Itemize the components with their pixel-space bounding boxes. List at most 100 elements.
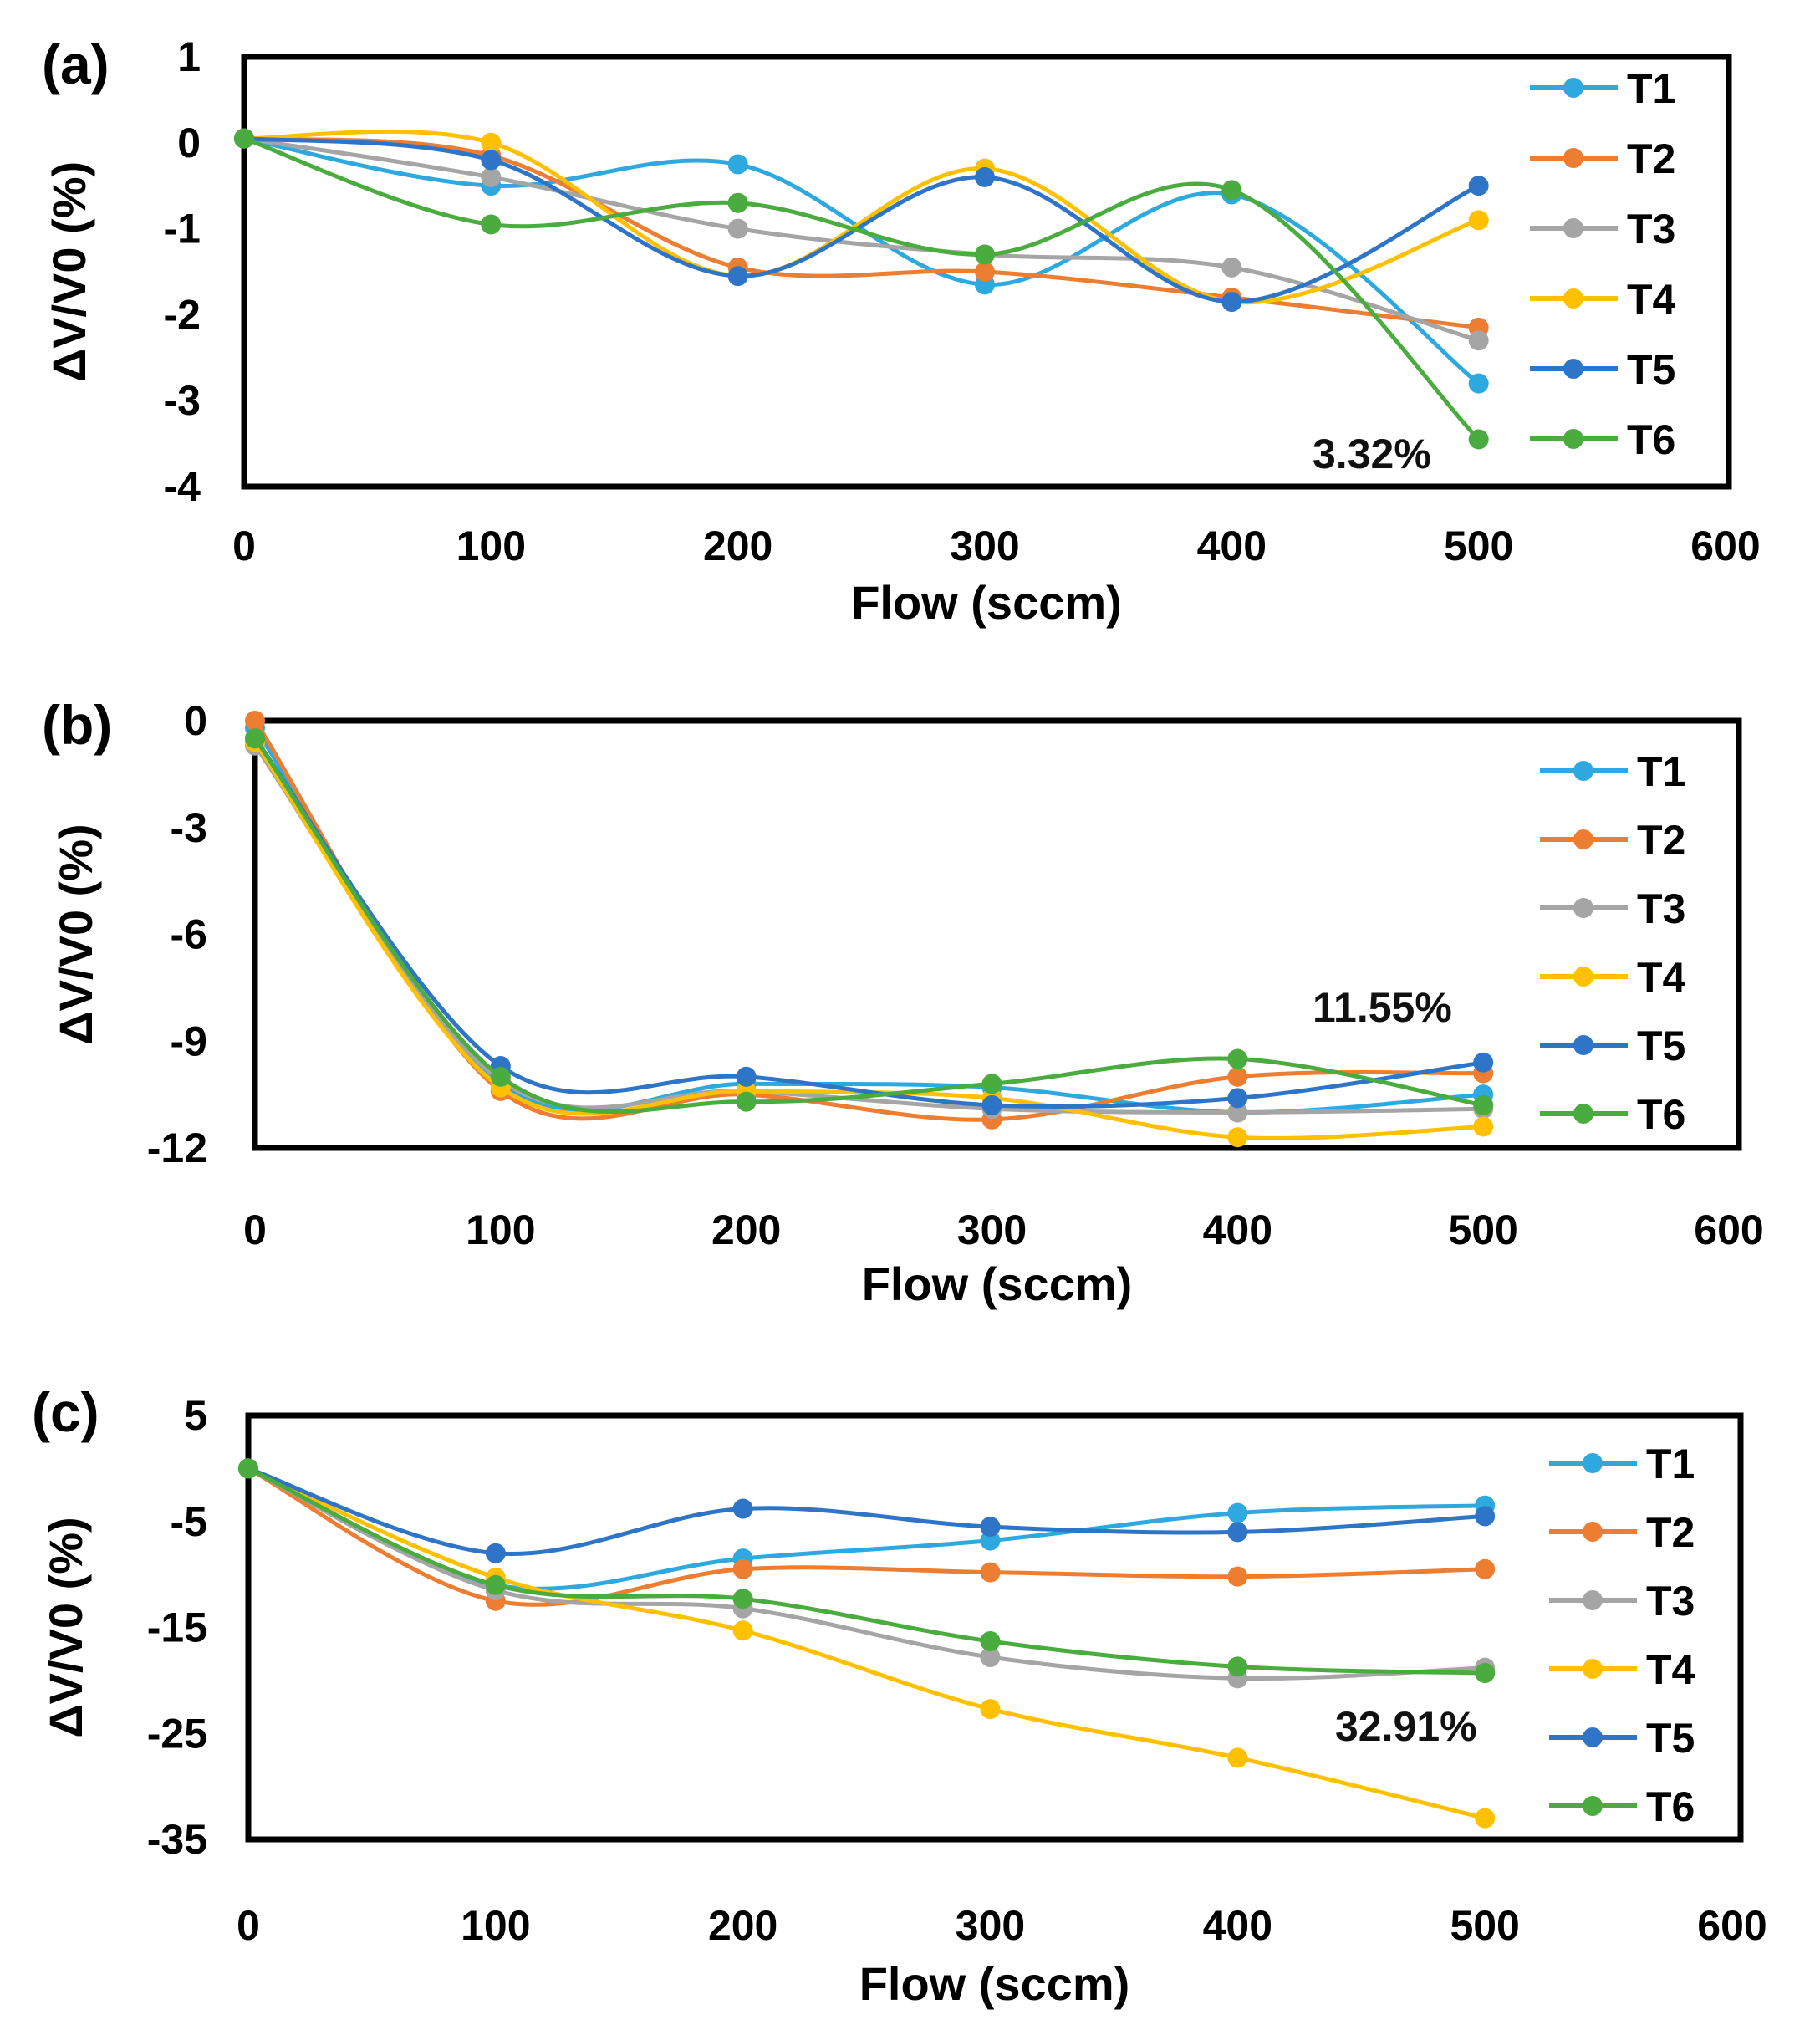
y-tick-label: -1 [164,206,201,252]
legend-label: T3 [1627,206,1675,252]
legend-label: T5 [1637,1023,1685,1069]
plot-frame [245,1412,1744,1843]
legend-label: T2 [1646,1509,1695,1556]
x-tick-label: 300 [957,1206,1027,1253]
data-point [485,1543,506,1563]
x-tick-label: 400 [1203,1206,1272,1253]
data-point [980,1630,1001,1651]
series-line [242,136,1481,304]
x-axis-title: Flow (sccm) [862,1257,1133,1310]
x-tick-label: 600 [1690,523,1760,569]
data-point [1475,1808,1496,1829]
x-tick-label: 500 [1444,523,1513,569]
legend-entry-t4: T4 [1549,1646,1695,1693]
legend-marker [1583,1522,1603,1542]
data-point [975,166,995,187]
x-axis-title: Flow (sccm) [859,1957,1130,2010]
annotation: 11.55% [1313,984,1452,1031]
panel-label: (b) [42,694,112,756]
legend-label: T6 [1627,416,1675,463]
data-point [481,214,502,235]
legend-label: T3 [1646,1578,1695,1625]
series-t3 [245,735,1494,1123]
x-tick-label: 500 [1448,1206,1517,1253]
data-point [1227,1566,1248,1587]
series-t1 [245,717,1494,1123]
series-line [252,740,1486,1140]
legend-marker [1563,429,1583,449]
series-t1 [234,128,1489,394]
series-line [252,736,1486,1115]
data-point [975,244,995,265]
legend-label: T2 [1637,817,1685,864]
y-tick-label: -3 [164,377,201,424]
data-point [1227,1088,1248,1109]
legend-label: T1 [1646,1441,1695,1487]
legend-label: T1 [1627,65,1675,112]
x-tick-label: 200 [703,523,772,569]
legend-marker [1583,1453,1603,1473]
legend-entry-t1: T1 [1549,1441,1695,1487]
legend-marker [1583,1796,1603,1816]
panel-label: (a) [42,33,110,95]
series-line [242,129,1481,305]
legend-marker [1563,288,1583,309]
y-tick-label: 1 [177,33,201,80]
data-point [481,132,502,153]
y-tick-label: -12 [147,1125,207,1171]
legend-label: T5 [1627,346,1675,393]
data-point [980,1562,1001,1583]
y-tick-label: 0 [184,697,207,744]
data-point [975,262,995,282]
data-point [1468,429,1489,450]
data-point [481,150,502,171]
legend-marker [1583,1659,1603,1679]
x-tick-label: 200 [708,1902,777,1949]
legend-entry-t2: T2 [1549,1509,1695,1556]
y-tick-label: -2 [164,291,201,338]
data-point [245,711,265,731]
x-tick-label: 100 [456,523,526,569]
data-point [980,1646,1001,1667]
series-line [246,1466,1487,1557]
data-point [1468,176,1489,196]
data-point [245,728,265,749]
chart-panel-b: (b) 0 -3 -6 -9 -12 0 100 200 300 400 500 600 Flow (sc… [42,694,1764,1310]
data-point [1221,291,1242,312]
data-point [736,1091,757,1112]
legend-label: T5 [1646,1715,1695,1762]
legend-label: T4 [1637,954,1686,1001]
data-point [1468,330,1489,351]
series-line [252,736,1486,1109]
x-tick-label: 600 [1697,1902,1766,1949]
data-point [1221,257,1242,278]
legend-entry-t6: T6 [1540,1091,1685,1138]
data-point [490,1066,511,1087]
data-point [1227,1522,1248,1543]
series-t6 [245,728,1494,1115]
y-axis-title: ΔV/V0 (%) [49,824,102,1044]
data-point [980,1530,1001,1551]
legend-entry-t3: T3 [1549,1578,1695,1625]
data-point [1227,1127,1248,1148]
series-line [246,1466,1487,1676]
y-tick-label: -6 [171,911,207,958]
series-line [252,726,1486,1115]
data-point [1473,1052,1494,1073]
y-tick-label: -25 [147,1710,207,1757]
data-point [732,1558,753,1579]
data-point [1227,1048,1248,1069]
x-tick-label: 300 [956,1902,1025,1949]
data-point [736,1066,757,1087]
legend-entry-t3: T3 [1540,885,1685,932]
x-tick-label: 200 [711,1206,781,1253]
legend-label: T6 [1646,1783,1695,1830]
series-line [252,743,1486,1115]
y-tick-label: -5 [171,1498,207,1545]
x-tick-label: 300 [950,523,1019,569]
legend-marker [1573,1104,1593,1124]
legend-marker [1563,218,1583,238]
chart-panel-c: (c) 5 -5 -15 -25 -35 0 100 200 300 400 500 600 Flow (… [32,1381,1767,2010]
legend-marker [1573,761,1593,781]
x-tick-label: 500 [1450,1902,1519,1949]
